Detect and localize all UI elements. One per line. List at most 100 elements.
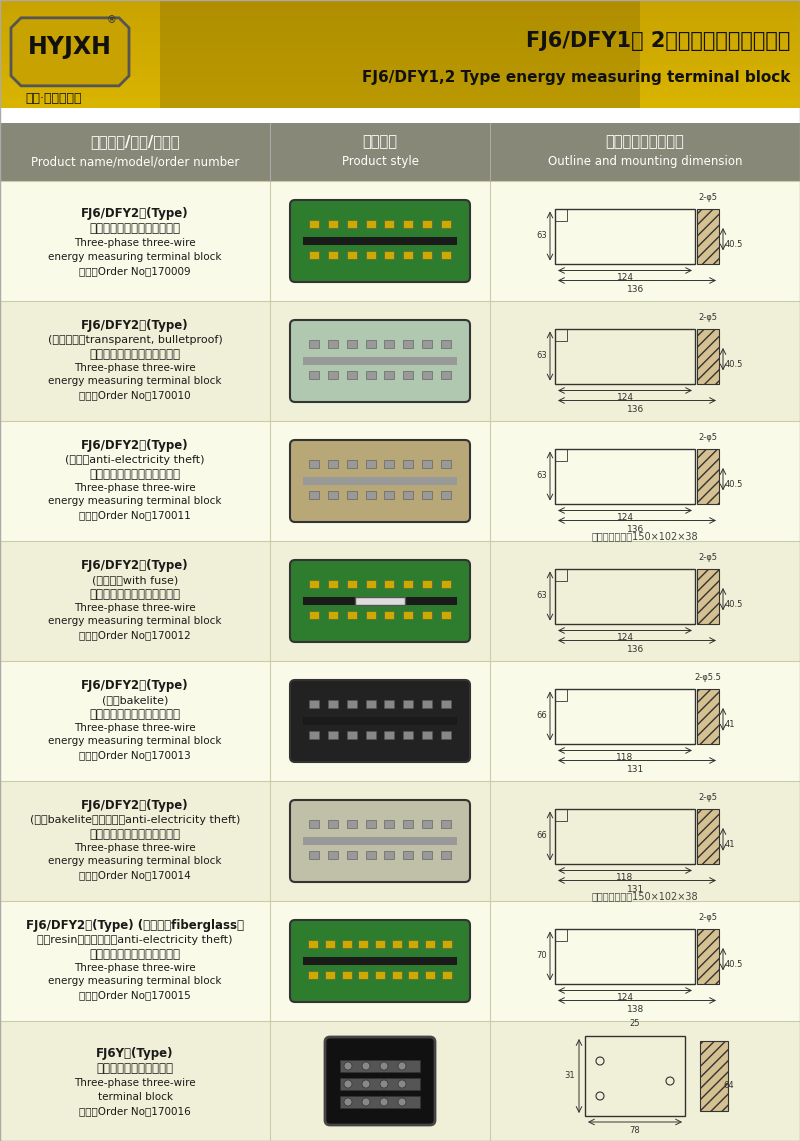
Bar bbox=[403, 610, 413, 620]
Bar bbox=[308, 971, 318, 979]
Text: energy measuring terminal block: energy measuring terminal block bbox=[48, 856, 222, 866]
Bar bbox=[425, 940, 435, 948]
Bar bbox=[441, 701, 450, 709]
Text: 三相三线电能计量联合接线盒: 三相三线电能计量联合接线盒 bbox=[90, 348, 181, 361]
Text: FJ6/DFY2型(Type): FJ6/DFY2型(Type) bbox=[81, 558, 189, 572]
Bar bbox=[366, 731, 376, 739]
Text: 中国·海燕接线盒: 中国·海燕接线盒 bbox=[25, 91, 82, 105]
Bar bbox=[422, 731, 432, 739]
Text: 118: 118 bbox=[616, 874, 634, 882]
Bar bbox=[555, 688, 695, 744]
Bar bbox=[0, 97, 800, 108]
Bar bbox=[303, 597, 457, 606]
Text: 40.5: 40.5 bbox=[725, 600, 743, 609]
Bar bbox=[310, 340, 319, 348]
Bar bbox=[347, 701, 357, 709]
Text: 70: 70 bbox=[536, 952, 547, 961]
Bar bbox=[358, 971, 368, 979]
Bar bbox=[340, 1060, 420, 1073]
Bar bbox=[328, 251, 338, 259]
Text: 63: 63 bbox=[536, 591, 547, 600]
Bar bbox=[0, 65, 800, 75]
Text: 136: 136 bbox=[627, 645, 645, 654]
Text: 131: 131 bbox=[627, 764, 645, 774]
Bar bbox=[375, 971, 385, 979]
Text: FJ6/DFY1,2 Type energy measuring terminal block: FJ6/DFY1,2 Type energy measuring termina… bbox=[362, 71, 790, 86]
Text: 订货号Order No．170010: 订货号Order No．170010 bbox=[79, 390, 191, 400]
Bar bbox=[347, 460, 357, 468]
Circle shape bbox=[380, 1062, 388, 1070]
Bar bbox=[0, 32, 800, 43]
Bar bbox=[441, 220, 450, 228]
Circle shape bbox=[380, 1081, 388, 1089]
Bar bbox=[366, 460, 376, 468]
Text: (防窃电anti-electricity theft): (防窃电anti-electricity theft) bbox=[66, 455, 205, 466]
Text: 订货号Order No．170015: 订货号Order No．170015 bbox=[79, 990, 191, 1000]
Circle shape bbox=[362, 1081, 370, 1089]
Bar bbox=[408, 971, 418, 979]
Text: 124: 124 bbox=[617, 513, 634, 523]
Text: energy measuring terminal block: energy measuring terminal block bbox=[48, 736, 222, 746]
Bar bbox=[403, 251, 413, 259]
Bar bbox=[366, 371, 376, 379]
Circle shape bbox=[344, 1098, 352, 1106]
Bar bbox=[347, 580, 357, 588]
Bar bbox=[328, 851, 338, 859]
Bar bbox=[585, 1036, 685, 1116]
Text: 2-φ5: 2-φ5 bbox=[698, 314, 718, 323]
Bar bbox=[422, 820, 432, 828]
Text: FJ6/DFY2型(Type): FJ6/DFY2型(Type) bbox=[81, 207, 189, 219]
Text: 防窃电盖外形：150×102×38: 防窃电盖外形：150×102×38 bbox=[592, 891, 698, 901]
Text: 124: 124 bbox=[617, 274, 634, 283]
Circle shape bbox=[380, 1098, 388, 1106]
Bar bbox=[555, 448, 567, 461]
Bar bbox=[697, 568, 719, 623]
Text: FJ6/DFY2型(Type) (玻璃纤维fiberglass、: FJ6/DFY2型(Type) (玻璃纤维fiberglass、 bbox=[26, 919, 244, 931]
Bar bbox=[403, 340, 413, 348]
Bar bbox=[422, 251, 432, 259]
Bar bbox=[303, 717, 457, 726]
Text: Three-phase three-wire: Three-phase three-wire bbox=[74, 602, 196, 613]
Text: FJ6/DFY2型(Type): FJ6/DFY2型(Type) bbox=[81, 799, 189, 811]
Bar bbox=[697, 929, 719, 984]
Text: FJ6/DFY2型(Type): FJ6/DFY2型(Type) bbox=[81, 438, 189, 452]
Text: 41: 41 bbox=[725, 840, 735, 849]
Text: (胶木bakelite）（防窃电anti-electricity theft): (胶木bakelite）（防窃电anti-electricity theft) bbox=[30, 815, 240, 825]
Bar bbox=[0, 123, 800, 181]
Bar bbox=[342, 940, 352, 948]
Bar bbox=[403, 851, 413, 859]
Bar bbox=[697, 809, 719, 864]
Text: 78: 78 bbox=[630, 1126, 640, 1135]
Text: Three-phase three-wire: Three-phase three-wire bbox=[74, 723, 196, 733]
Bar bbox=[366, 491, 376, 499]
Text: 124: 124 bbox=[617, 633, 634, 642]
Bar bbox=[441, 580, 450, 588]
Bar bbox=[310, 371, 319, 379]
Bar bbox=[441, 491, 450, 499]
Text: Three-phase three-wire: Three-phase three-wire bbox=[74, 1078, 196, 1089]
FancyBboxPatch shape bbox=[290, 200, 470, 282]
Bar bbox=[384, 731, 394, 739]
Text: 产品名称/型号/订货号: 产品名称/型号/订货号 bbox=[90, 135, 180, 149]
Bar bbox=[328, 491, 338, 499]
Bar bbox=[328, 610, 338, 620]
Bar bbox=[0, 54, 800, 65]
Bar bbox=[0, 0, 800, 108]
Circle shape bbox=[398, 1098, 406, 1106]
Bar bbox=[328, 220, 338, 228]
FancyBboxPatch shape bbox=[290, 560, 470, 642]
Text: 41: 41 bbox=[725, 720, 735, 729]
Bar bbox=[697, 329, 719, 383]
Text: 三相三线电能计量联合接线盒: 三相三线电能计量联合接线盒 bbox=[90, 588, 181, 600]
FancyBboxPatch shape bbox=[290, 440, 470, 521]
Bar bbox=[366, 580, 376, 588]
Bar bbox=[328, 580, 338, 588]
Text: Three-phase three-wire: Three-phase three-wire bbox=[74, 363, 196, 373]
Bar bbox=[555, 809, 695, 864]
Text: Outline and mounting dimension: Outline and mounting dimension bbox=[548, 155, 742, 169]
Bar bbox=[0, 901, 800, 1021]
Text: 订货号Order No．170009: 订货号Order No．170009 bbox=[79, 266, 191, 276]
Bar bbox=[347, 340, 357, 348]
Circle shape bbox=[344, 1062, 352, 1070]
Bar bbox=[384, 851, 394, 859]
